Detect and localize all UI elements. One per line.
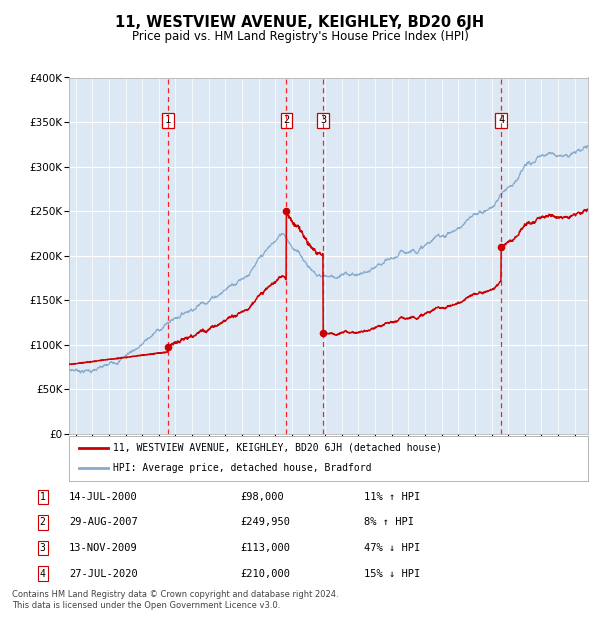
- Text: 3: 3: [40, 543, 46, 553]
- Text: Price paid vs. HM Land Registry's House Price Index (HPI): Price paid vs. HM Land Registry's House …: [131, 30, 469, 43]
- Text: 29-AUG-2007: 29-AUG-2007: [69, 518, 138, 528]
- Text: This data is licensed under the Open Government Licence v3.0.: This data is licensed under the Open Gov…: [12, 601, 280, 611]
- Text: 3: 3: [320, 115, 326, 125]
- Text: 2: 2: [40, 518, 46, 528]
- Text: £210,000: £210,000: [240, 569, 290, 578]
- Text: 8% ↑ HPI: 8% ↑ HPI: [364, 518, 413, 528]
- Text: 11% ↑ HPI: 11% ↑ HPI: [364, 492, 420, 502]
- Text: 2: 2: [283, 115, 289, 125]
- Text: 27-JUL-2020: 27-JUL-2020: [69, 569, 138, 578]
- Text: 1: 1: [40, 492, 46, 502]
- Text: £249,950: £249,950: [240, 518, 290, 528]
- Text: 14-JUL-2000: 14-JUL-2000: [69, 492, 138, 502]
- Text: 4: 4: [40, 569, 46, 578]
- Text: HPI: Average price, detached house, Bradford: HPI: Average price, detached house, Brad…: [113, 463, 371, 474]
- Text: 13-NOV-2009: 13-NOV-2009: [69, 543, 138, 553]
- Text: 47% ↓ HPI: 47% ↓ HPI: [364, 543, 420, 553]
- Text: 11, WESTVIEW AVENUE, KEIGHLEY, BD20 6JH (detached house): 11, WESTVIEW AVENUE, KEIGHLEY, BD20 6JH …: [113, 443, 442, 453]
- Text: Contains HM Land Registry data © Crown copyright and database right 2024.: Contains HM Land Registry data © Crown c…: [12, 590, 338, 600]
- Text: £98,000: £98,000: [240, 492, 284, 502]
- Text: 1: 1: [164, 115, 171, 125]
- Text: 4: 4: [498, 115, 504, 125]
- Text: 11, WESTVIEW AVENUE, KEIGHLEY, BD20 6JH: 11, WESTVIEW AVENUE, KEIGHLEY, BD20 6JH: [115, 16, 485, 30]
- Text: £113,000: £113,000: [240, 543, 290, 553]
- Text: 15% ↓ HPI: 15% ↓ HPI: [364, 569, 420, 578]
